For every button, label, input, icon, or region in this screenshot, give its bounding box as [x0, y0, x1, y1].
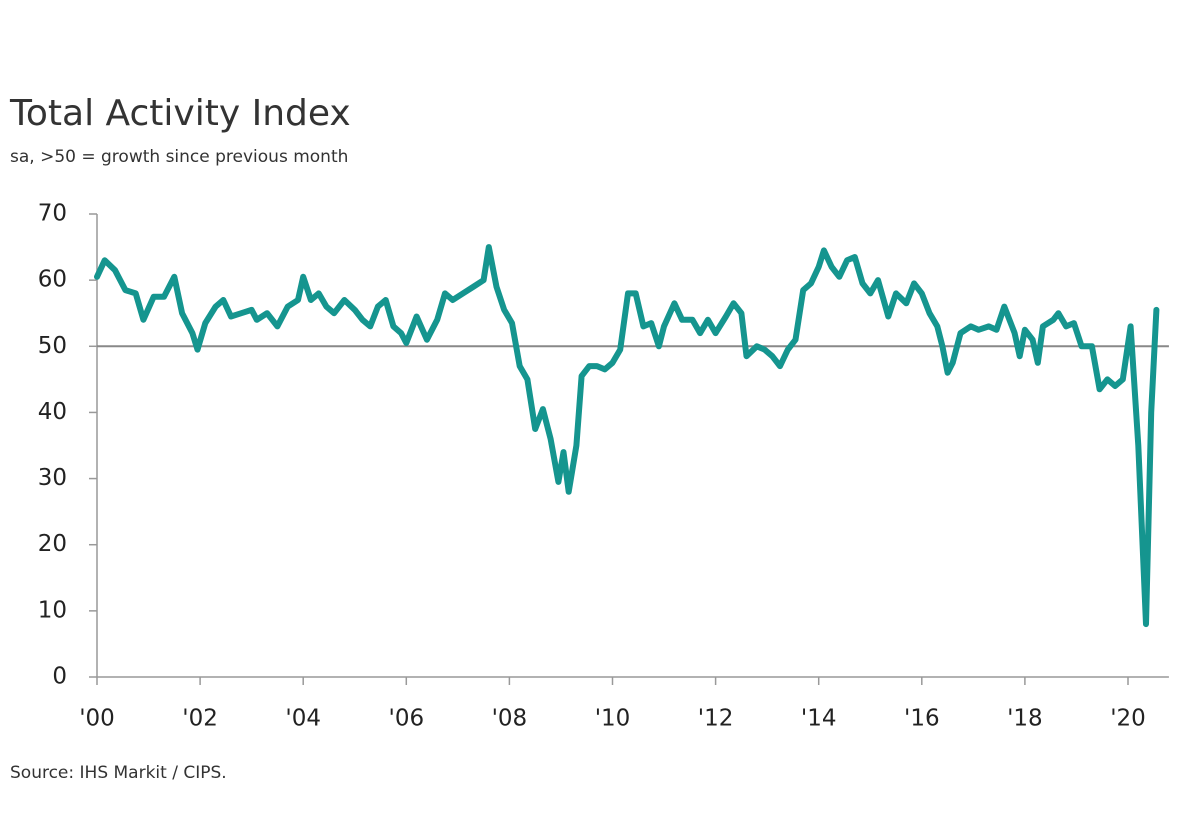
x-tick-label: '10: [595, 706, 631, 732]
x-tick-label: '02: [182, 706, 218, 732]
x-tick-label: '20: [1110, 706, 1146, 732]
y-tick-label: 20: [38, 531, 67, 557]
y-tick-label: 70: [38, 201, 67, 227]
y-tick-label: 30: [38, 465, 67, 491]
y-tick-label: 50: [38, 333, 67, 359]
chart-subtitle: sa, >50 = growth since previous month: [10, 147, 348, 167]
x-tick-label: '08: [492, 706, 528, 732]
x-tick-label: '12: [698, 706, 734, 732]
x-tick-label: '16: [904, 706, 940, 732]
data-line: [94, 244, 1160, 628]
x-tick-label: '04: [285, 706, 321, 732]
y-tick-label: 40: [38, 399, 67, 425]
y-tick-label: 10: [38, 597, 67, 623]
x-tick-label: '18: [1007, 706, 1043, 732]
y-tick-label: 60: [38, 267, 67, 293]
chart-title: Total Activity Index: [9, 93, 351, 134]
x-tick-label: '00: [79, 706, 115, 732]
y-tick-label: 0: [52, 664, 67, 690]
source-note: Source: IHS Markit / CIPS.: [10, 763, 227, 783]
x-tick-label: '06: [389, 706, 425, 732]
x-tick-label: '14: [801, 706, 837, 732]
